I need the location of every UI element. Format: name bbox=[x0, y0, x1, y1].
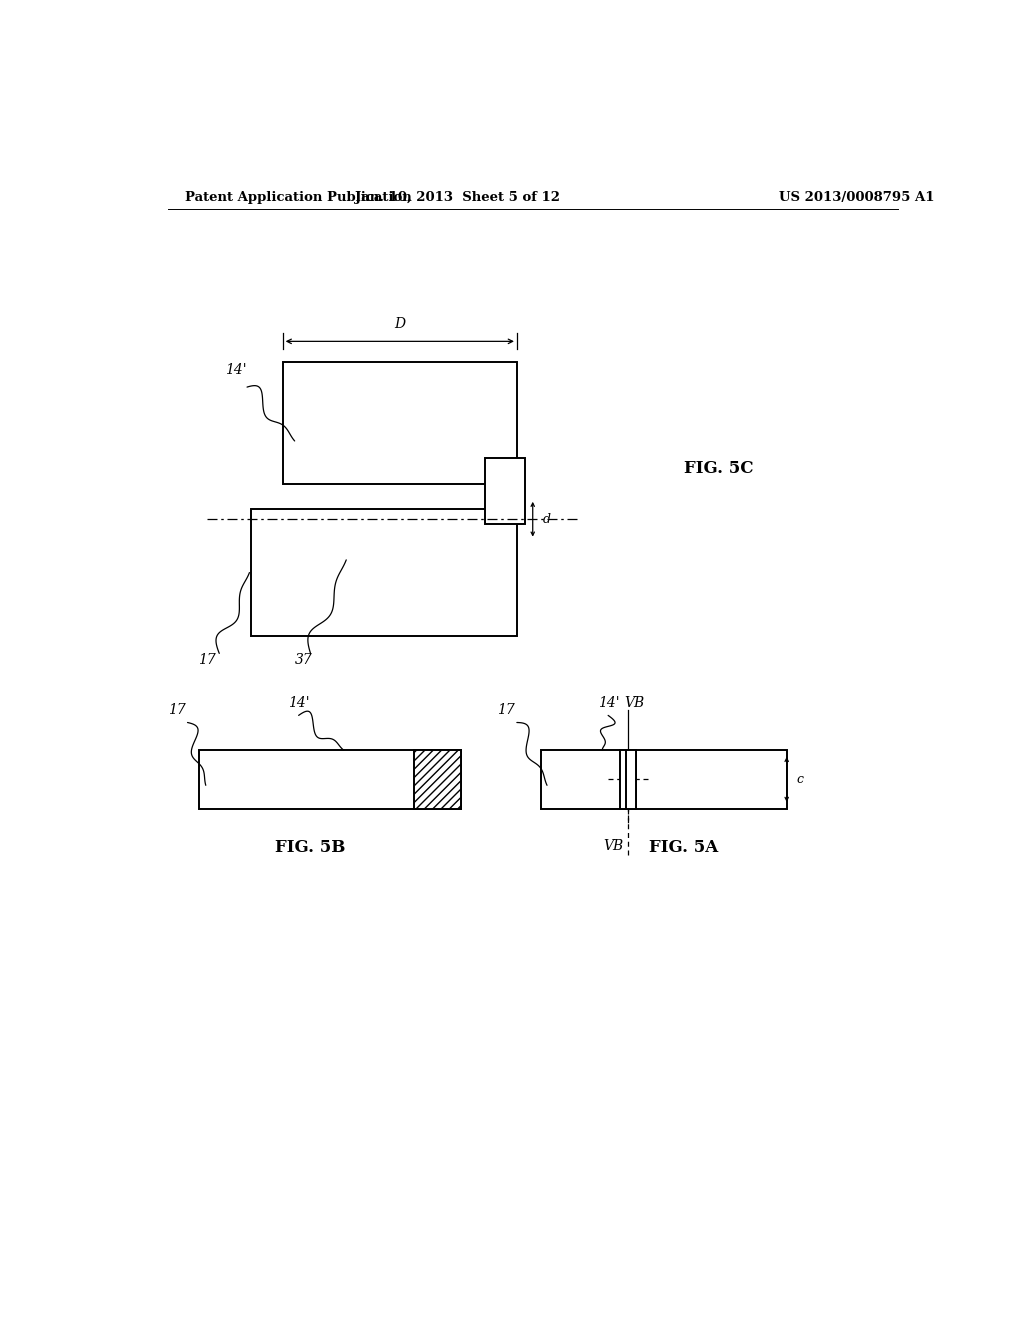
Bar bbox=[414, 750, 461, 809]
Text: Patent Application Publication: Patent Application Publication bbox=[185, 191, 412, 203]
Text: VB: VB bbox=[624, 697, 644, 710]
Text: 17: 17 bbox=[168, 704, 186, 718]
Bar bbox=[627, 750, 636, 809]
Bar bbox=[251, 510, 517, 636]
Bar bbox=[620, 750, 636, 809]
Bar bbox=[200, 750, 462, 809]
Text: 14': 14' bbox=[598, 697, 620, 710]
Text: 17: 17 bbox=[498, 704, 515, 718]
Bar bbox=[541, 750, 786, 809]
Text: D: D bbox=[394, 317, 406, 331]
Text: FIG. 5B: FIG. 5B bbox=[275, 840, 346, 857]
Bar bbox=[485, 458, 524, 524]
Text: FIG. 5C: FIG. 5C bbox=[684, 459, 753, 477]
Text: VB: VB bbox=[603, 840, 624, 854]
Text: 14': 14' bbox=[289, 697, 310, 710]
Text: 37: 37 bbox=[295, 653, 312, 668]
Text: US 2013/0008795 A1: US 2013/0008795 A1 bbox=[778, 191, 934, 203]
Text: Jan. 10, 2013  Sheet 5 of 12: Jan. 10, 2013 Sheet 5 of 12 bbox=[355, 191, 560, 203]
Text: d: d bbox=[543, 512, 550, 525]
Bar bbox=[283, 362, 517, 483]
Text: 14': 14' bbox=[225, 363, 247, 378]
Text: FIG. 5A: FIG. 5A bbox=[649, 840, 718, 857]
Text: 17: 17 bbox=[198, 653, 215, 668]
Text: c: c bbox=[797, 774, 803, 785]
